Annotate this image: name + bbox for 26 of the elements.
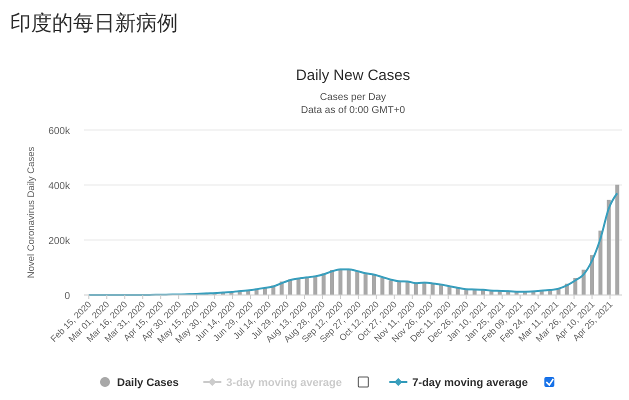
bar (313, 276, 318, 295)
text: 印度的每日新病例 (10, 12, 178, 35)
bar (397, 282, 402, 295)
y-tick-label: 400k (48, 181, 71, 192)
y-axis-title: Novel Coronavirus Daily Cases (26, 146, 37, 278)
legend-label: Daily Cases (117, 377, 179, 389)
bar (364, 274, 368, 295)
bar (338, 269, 342, 295)
bar (388, 280, 393, 295)
text: Data as of 0:00 GMT+0 (300, 105, 406, 116)
y-tick-label: 0 (64, 291, 70, 302)
bar (304, 277, 309, 295)
chart-title: Daily New Cases (296, 67, 410, 84)
bar (414, 284, 418, 295)
bar (380, 278, 384, 295)
line-series (88, 192, 618, 296)
bar (372, 274, 376, 295)
bar (615, 184, 620, 295)
bar (606, 200, 611, 295)
y-tick-label: 600k (48, 126, 71, 137)
bar (330, 270, 334, 295)
bar (355, 272, 360, 295)
legend-label: 7-day moving average (412, 377, 528, 389)
chart-subtitle: Cases per Day (320, 92, 386, 103)
y-tick-label: 200k (48, 236, 71, 247)
bar (346, 269, 351, 295)
